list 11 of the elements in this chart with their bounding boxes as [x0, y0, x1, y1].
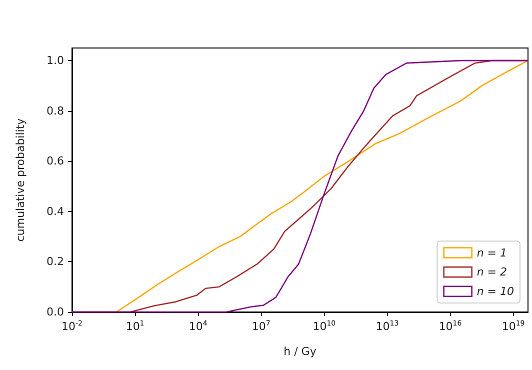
y-tick-label: 0.2: [46, 255, 64, 268]
legend-label: n = 1: [476, 246, 508, 260]
y-tick-label: 0.0: [46, 306, 64, 318]
y-axis-title: cumulative probability: [14, 118, 27, 242]
y-tick-label: 0.4: [46, 204, 64, 218]
legend-label: n = 10: [476, 284, 514, 298]
y-tick-label: 0.8: [46, 104, 64, 118]
y-tick-label: 1.0: [46, 54, 64, 68]
legend-label: n = 2: [476, 266, 508, 279]
x-axis-title: h / Gy: [284, 345, 317, 358]
y-tick-label: 0.6: [46, 154, 64, 168]
